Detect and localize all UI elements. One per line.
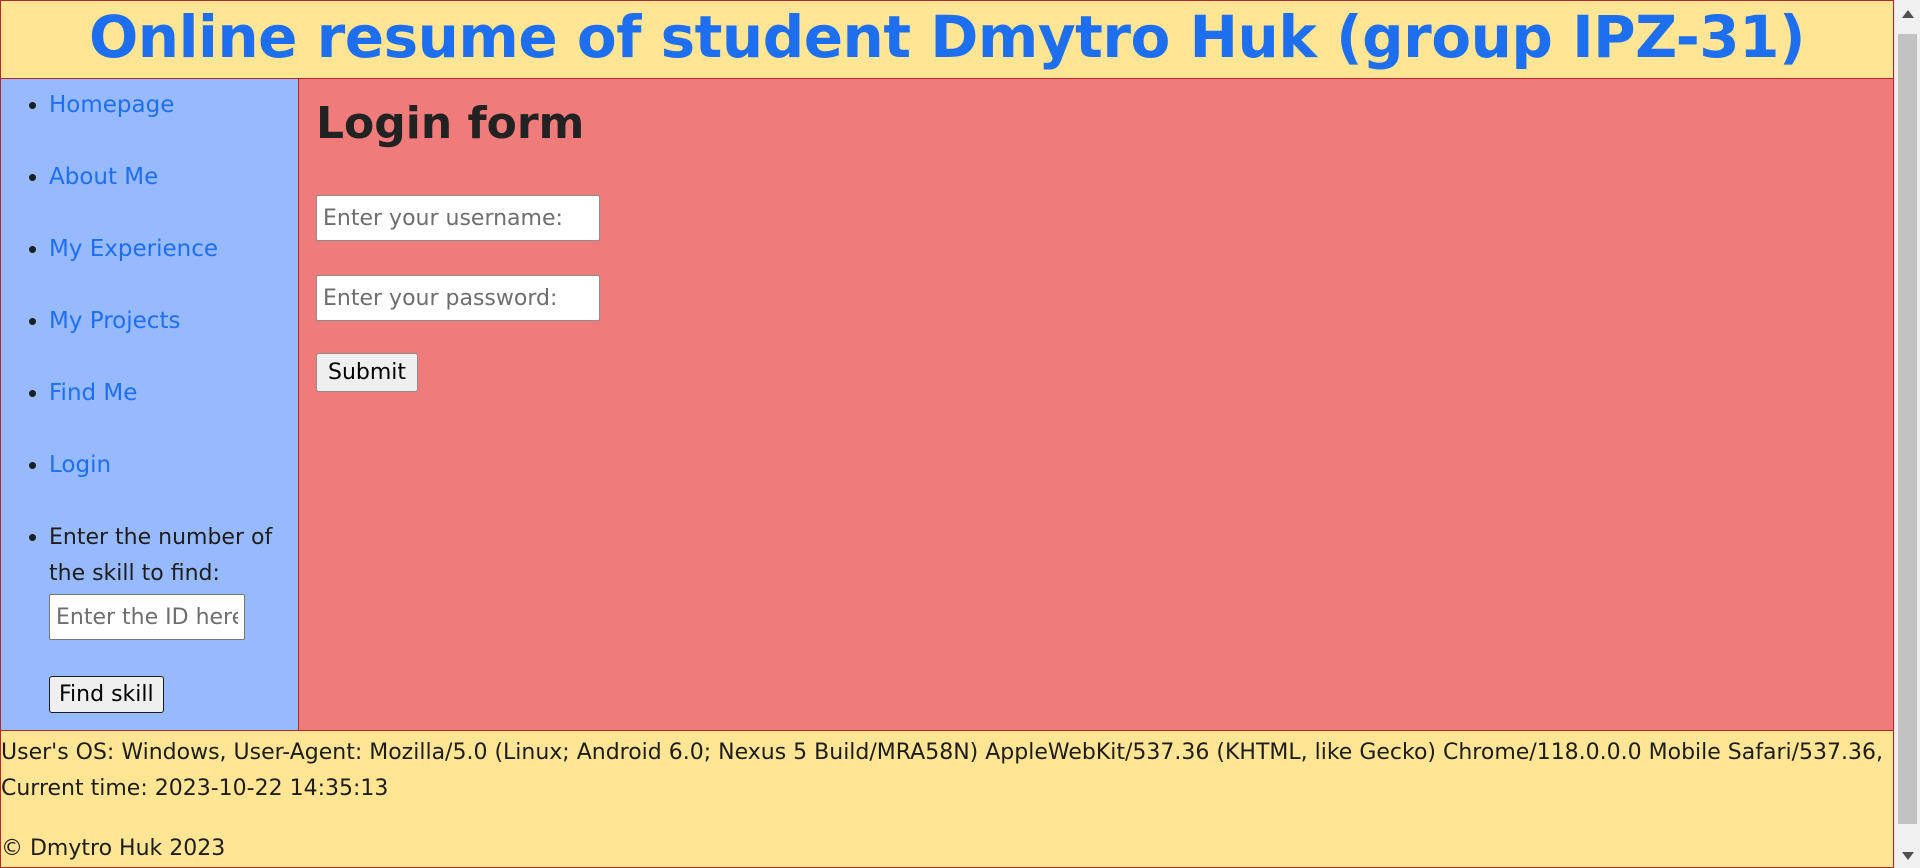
scroll-up-arrow-icon[interactable] — [1902, 10, 1914, 18]
find-skill-button[interactable]: Find skill — [49, 676, 164, 713]
scroll-down-arrow-icon[interactable] — [1902, 852, 1914, 860]
sidebar: Homepage About Me My Experience My Proje… — [1, 79, 299, 730]
user-agent-info: User's OS: Windows, User-Agent: Mozilla/… — [1, 740, 1884, 801]
password-input[interactable] — [316, 275, 600, 321]
about-me-link[interactable]: About Me — [49, 164, 159, 190]
sidebar-item-find-me: Find Me — [49, 375, 298, 411]
my-experience-link[interactable]: My Experience — [49, 236, 219, 262]
login-form-heading: Login form — [316, 98, 585, 149]
sidebar-item-my-experience: My Experience — [49, 231, 298, 267]
sidebar-item-login: Login — [49, 447, 298, 483]
submit-button[interactable]: Submit — [316, 353, 419, 392]
find-me-link[interactable]: Find Me — [49, 380, 138, 406]
login-form: Submit — [316, 195, 1876, 392]
my-projects-link[interactable]: My Projects — [49, 308, 181, 334]
vertical-scrollbar[interactable] — [1894, 0, 1920, 868]
scroll-thumb[interactable] — [1898, 34, 1917, 824]
username-input[interactable] — [316, 195, 600, 241]
sidebar-item-about-me: About Me — [49, 159, 298, 195]
copyright-text: © Dmytro Huk 2023 — [1, 836, 226, 861]
sidebar-nav-list: Homepage About Me My Experience My Proje… — [1, 79, 298, 713]
login-link[interactable]: Login — [49, 452, 112, 478]
header: Online resume of student Dmytro Huk (gro… — [1, 1, 1893, 79]
sidebar-item-my-projects: My Projects — [49, 303, 298, 339]
skill-id-input[interactable] — [49, 594, 245, 640]
sidebar-item-skill-search: Enter the number of the skill to find: F… — [49, 519, 298, 713]
homepage-link[interactable]: Homepage — [49, 92, 175, 118]
page-title: Online resume of student Dmytro Huk (gro… — [88, 3, 1806, 71]
main-content: Login form Submit — [299, 79, 1893, 730]
sidebar-item-homepage: Homepage — [49, 87, 298, 123]
skill-search-label: Enter the number of the skill to find: — [49, 525, 273, 586]
content-row: Homepage About Me My Experience My Proje… — [1, 79, 1893, 730]
footer: User's OS: Windows, User-Agent: Mozilla/… — [1, 730, 1893, 867]
